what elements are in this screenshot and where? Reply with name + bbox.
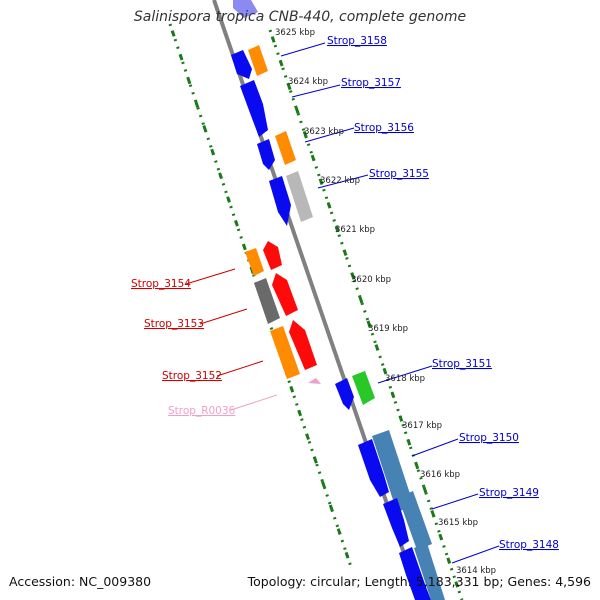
ruler-tick [212,149,214,155]
genome-map: 3625 kbp 3624 kbp 3623 kbp 3622 kbp 3621… [0,0,600,600]
ruler-tick [392,392,394,398]
tick-label-3624: 3624 kbp [288,77,328,87]
gene-strop-3155-block[interactable] [269,171,313,226]
tick-label-3619: 3619 kbp [368,324,408,334]
ruler-tick [296,108,298,114]
tick-label-3621: 3621 kbp [335,225,375,235]
gene-label-strop-3158[interactable]: Strop_3158 [327,35,387,47]
ruler-tick [188,78,190,84]
ruler-tick [243,244,245,250]
gene-label-strop-3156[interactable]: Strop_3156 [354,122,414,134]
ruler-tick [196,102,198,108]
gene-strop-3152-block[interactable] [270,320,317,379]
ruler-tick [328,203,330,209]
tick-label-3617: 3617 kbp [402,421,442,431]
ruler-tick [346,552,348,558]
ruler-tick [315,458,317,464]
ruler-tick [299,410,301,416]
ruler-tick [180,54,182,60]
ruler-tick [272,37,274,43]
gene-label-strop-3157[interactable]: Strop_3157 [341,77,401,89]
ruler-tick [228,197,230,203]
ruler-tick [312,155,314,161]
ruler-tick [416,463,418,469]
genome-summary-text: Topology: circular; Length: 5,183,331 bp… [248,574,591,589]
ruler-tick [376,345,378,351]
gene-labels: Strop_3158 Strop_3157 Strop_3156 Strop_3… [131,35,559,551]
ruler-tick [330,505,332,511]
ruler-tick [338,529,340,535]
gene-label-strop-3149[interactable]: Strop_3149 [479,487,539,499]
ruler-tick [424,487,426,493]
ruler-tick [291,386,293,392]
tick-label-3620: 3620 kbp [351,275,391,285]
label-leader-lines [186,43,499,563]
ruler-tick [280,60,282,66]
gene-strop-3148-block[interactable] [399,543,445,600]
tick-label-3625: 3625 kbp [275,28,315,38]
rna-strop-r0036[interactable] [308,378,321,384]
page-title: Salinispora tropica CNB-440, complete ge… [0,9,600,25]
tick-label-3616: 3616 kbp [420,470,460,480]
ruler-tick [448,558,450,564]
gene-strop-3149-block[interactable] [383,491,432,550]
gene-label-strop-3153[interactable]: Strop_3153 [144,318,204,330]
ruler-tick [307,434,309,440]
gene-label-strop-3152[interactable]: Strop_3152 [162,370,222,382]
ruler-tick [204,126,206,132]
ruler-tick [236,220,238,226]
ruler-tick [408,439,410,445]
gene-strop-3151-block[interactable] [335,371,375,410]
gene-strop-3154-block[interactable] [245,241,282,276]
ruler-tick [360,297,362,303]
gene-label-strop-3154[interactable]: Strop_3154 [131,278,191,290]
tick-label-3623: 3623 kbp [304,127,344,137]
ruler-tick [220,173,222,179]
ruler-tick [172,31,174,37]
ruler-tick [322,481,324,487]
gene-label-strop-3151[interactable]: Strop_3151 [432,358,492,370]
gene-label-strop-3155[interactable]: Strop_3155 [369,168,429,180]
ruler-tick [344,250,346,256]
accession-text: Accession: NC_009380 [9,574,151,589]
tick-label-3618: 3618 kbp [385,374,425,384]
ruler-tick [432,511,434,517]
gene-strop-3157-block[interactable] [240,80,268,137]
ruler-tick [440,534,442,540]
gene-label-strop-r0036[interactable]: Strop_R0036 [168,405,236,417]
gene-label-strop-3150[interactable]: Strop_3150 [459,432,519,444]
tick-label-3615: 3615 kbp [438,518,478,528]
gene-label-strop-3148[interactable]: Strop_3148 [499,539,559,551]
tick-label-3622: 3622 kbp [320,176,360,186]
gene-strop-3153-block[interactable] [254,273,298,324]
